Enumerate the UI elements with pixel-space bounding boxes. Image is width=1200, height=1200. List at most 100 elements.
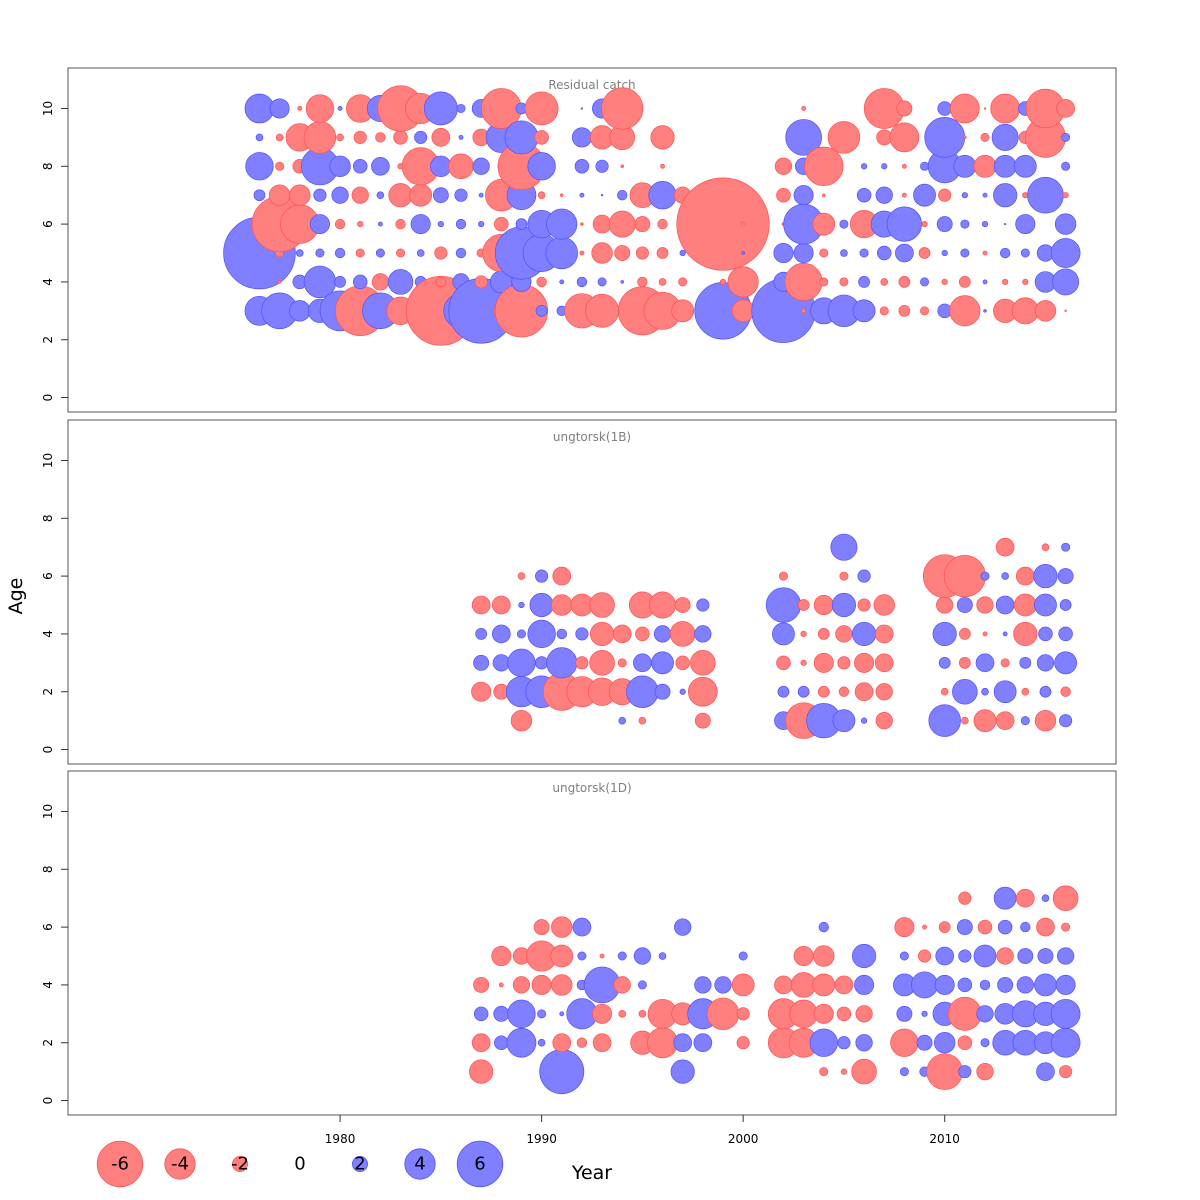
- bubble: [539, 1049, 585, 1095]
- bubble: [797, 599, 810, 611]
- y-tick-label: 6: [41, 220, 55, 228]
- bubble: [546, 647, 578, 679]
- bubble: [336, 133, 344, 142]
- bubble: [491, 595, 511, 615]
- bubble: [589, 592, 615, 618]
- bubble: [289, 184, 311, 206]
- bubble: [854, 682, 874, 702]
- bubble: [410, 214, 431, 235]
- bubble: [575, 656, 589, 670]
- bubble: [305, 94, 335, 123]
- bubble: [976, 1005, 994, 1023]
- bubble: [1033, 564, 1058, 589]
- bubble: [975, 653, 995, 673]
- bubble: [835, 625, 853, 643]
- bubble: [921, 220, 928, 228]
- bubble: [678, 277, 688, 287]
- bubble: [313, 188, 327, 202]
- bubble: [819, 248, 829, 258]
- bubble: [855, 1005, 873, 1023]
- bubble: [956, 919, 973, 936]
- legend-label: -2: [231, 1154, 249, 1175]
- bubble: [800, 659, 807, 666]
- bubble: [1012, 1029, 1039, 1056]
- bubble: [714, 976, 732, 994]
- bubble: [331, 186, 349, 204]
- bubble: [896, 1005, 913, 1022]
- bubble: [1034, 593, 1057, 617]
- bubble: [997, 919, 1013, 935]
- bubble: [458, 134, 464, 140]
- bubble: [534, 130, 549, 145]
- bubble: [937, 101, 952, 116]
- bubble: [938, 921, 951, 933]
- bubble: [435, 276, 447, 288]
- bubble: [574, 159, 590, 174]
- bubble: [873, 594, 895, 616]
- bubble: [432, 187, 449, 204]
- bubble: [1036, 917, 1055, 937]
- bubble: [635, 626, 650, 642]
- bubble: [876, 245, 892, 261]
- bubble: [793, 185, 814, 206]
- bubble: [1038, 626, 1053, 642]
- bubble: [537, 1009, 547, 1019]
- bubble: [855, 1034, 873, 1052]
- bubble: [813, 1003, 834, 1024]
- bubble: [926, 1053, 963, 1090]
- bubble: [455, 218, 467, 230]
- bubble: [658, 278, 667, 286]
- panel-2: ungtorsk(1B) 0 2 4 6 8 10: [41, 419, 1117, 765]
- bubble: [934, 974, 955, 995]
- bubble: [536, 276, 547, 288]
- bubble: [556, 628, 567, 640]
- bubble: [637, 276, 648, 288]
- legend: -6 -4 -2 0 2 4 6: [96, 1140, 504, 1188]
- bubble: [679, 688, 686, 695]
- bubble: [896, 100, 913, 117]
- bubble: [973, 944, 997, 968]
- x-axis: 1980 1990 2000 2010: [325, 1115, 960, 1146]
- bubble: [559, 279, 565, 285]
- bubble: [901, 163, 907, 169]
- bubble: [275, 161, 285, 171]
- bubble: [857, 569, 871, 583]
- bubble: [517, 572, 526, 580]
- bubble: [1057, 568, 1074, 585]
- bubble: [736, 1007, 750, 1021]
- bubble: [1020, 248, 1030, 258]
- bubble: [812, 212, 836, 236]
- bubble: [1013, 621, 1038, 646]
- bubble: [1055, 974, 1076, 995]
- bubble: [1034, 973, 1057, 997]
- bubble: [982, 279, 988, 285]
- bubble: [1061, 542, 1071, 552]
- bubble: [854, 974, 875, 995]
- bubble: [491, 945, 512, 967]
- bubble: [936, 596, 954, 614]
- bubble: [651, 651, 674, 675]
- bubble: [409, 183, 433, 207]
- bubble: [474, 275, 488, 289]
- bubble: [471, 681, 492, 702]
- bubble: [957, 1035, 973, 1050]
- y-tick-label: 2: [41, 688, 55, 696]
- bubble: [886, 206, 922, 242]
- bubble: [473, 976, 490, 993]
- bubble: [694, 712, 711, 729]
- bubble: [854, 652, 875, 673]
- bubble: [793, 242, 814, 264]
- bubble: [1015, 888, 1035, 908]
- bubble: [696, 598, 710, 612]
- legend-item: 2: [351, 1154, 368, 1175]
- bubble: [357, 220, 364, 228]
- bubble: [785, 119, 822, 156]
- bubble: [1017, 948, 1034, 964]
- legend-item: 0: [294, 1154, 305, 1175]
- bubble: [694, 976, 712, 994]
- bubble: [875, 712, 893, 730]
- bubble: [579, 192, 585, 198]
- bubble: [941, 278, 948, 286]
- bubble: [473, 1006, 489, 1022]
